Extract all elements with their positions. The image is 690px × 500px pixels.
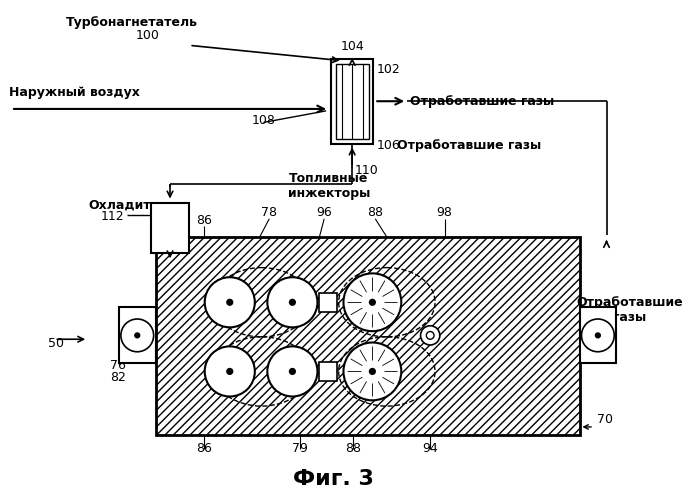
Text: 106: 106 [376,140,400,152]
Text: Отработавшие газы: Отработавшие газы [397,140,542,152]
Bar [150,204,189,254]
Text: Охладитель: Охладитель [88,198,176,211]
Circle shape [227,368,233,374]
Circle shape [421,326,440,345]
Circle shape [344,342,402,400]
Circle shape [267,346,317,397]
Text: 86: 86 [196,214,212,226]
Text: Турбонагнетатель: Турбонагнетатель [66,16,197,29]
Text: 88: 88 [345,442,361,455]
Text: Отработавшие
газы: Отработавшие газы [576,296,683,324]
Text: Отработавшие газы: Отработавшие газы [410,95,554,108]
Text: 98: 98 [437,206,453,219]
Text: Наружный воздух: Наружный воздух [9,86,140,100]
Text: 80: 80 [584,326,600,338]
Text: Фиг. 3: Фиг. 3 [293,469,374,489]
Circle shape [121,319,154,352]
Text: 96: 96 [316,206,332,219]
Bar [580,308,616,364]
Text: 94: 94 [422,442,438,455]
Bar [119,308,155,364]
Circle shape [267,277,317,328]
Circle shape [369,368,375,374]
Text: 88: 88 [367,206,383,219]
Bar [155,237,580,434]
Text: 112: 112 [101,210,124,222]
Text: 100: 100 [136,28,160,42]
Circle shape [135,333,139,338]
Text: Топливные
инжекторы: Топливные инжекторы [288,172,371,200]
Text: 104: 104 [340,40,364,53]
Bar [319,292,337,312]
Text: 102: 102 [376,64,400,76]
Text: 78: 78 [262,206,277,219]
Bar [331,59,373,144]
Text: 86: 86 [196,442,212,455]
Circle shape [227,300,233,305]
Text: 79: 79 [292,442,308,455]
Text: 76: 76 [110,359,126,372]
Circle shape [369,300,375,305]
Bar [319,362,337,381]
Circle shape [205,277,255,328]
Circle shape [205,346,255,397]
Circle shape [344,274,402,331]
Bar [155,237,580,434]
Text: 70: 70 [597,413,613,426]
Circle shape [595,333,600,338]
Circle shape [290,368,295,374]
Circle shape [290,300,295,305]
Bar [336,64,368,139]
Text: 108: 108 [252,114,276,128]
Text: 82: 82 [110,370,126,384]
Text: 50: 50 [48,337,63,350]
Circle shape [582,319,614,352]
Text: 110: 110 [355,164,379,177]
